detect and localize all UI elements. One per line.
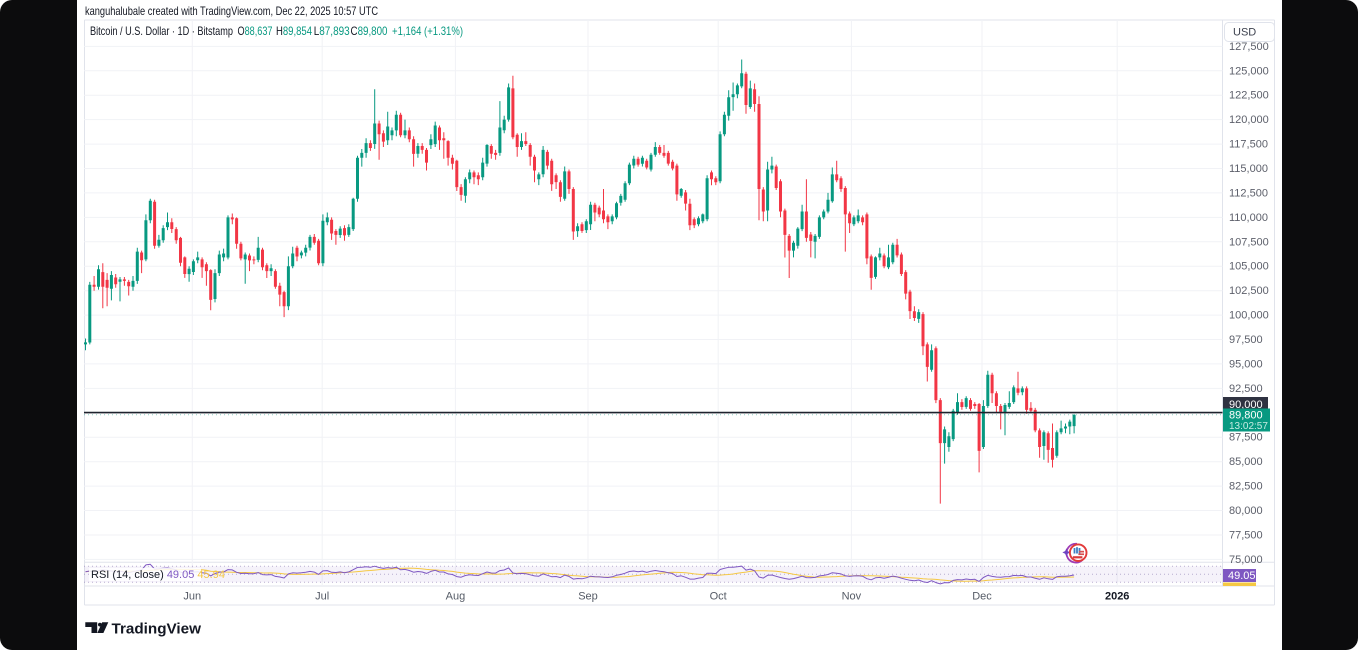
svg-text:49.05: 49.05 (1228, 570, 1256, 582)
svg-text:107,500: 107,500 (1229, 236, 1269, 248)
svg-text:95,000: 95,000 (1229, 358, 1263, 370)
svg-text:122,500: 122,500 (1229, 90, 1269, 102)
svg-text:+1,164 (+1.31%): +1,164 (+1.31%) (392, 24, 463, 38)
svg-text:100,000: 100,000 (1229, 310, 1269, 322)
svg-text:105,000: 105,000 (1229, 261, 1269, 273)
svg-text:Sep: Sep (578, 591, 598, 603)
svg-text:Dec: Dec (972, 591, 992, 603)
svg-text:89,800: 89,800 (1229, 410, 1263, 422)
svg-text:2026: 2026 (1105, 591, 1129, 603)
svg-text:87,500: 87,500 (1229, 432, 1263, 444)
svg-text:C89,800: C89,800 (351, 24, 388, 38)
svg-text:75,000: 75,000 (1229, 554, 1263, 566)
svg-text:L87,893: L87,893 (314, 24, 350, 38)
svg-text:O88,637: O88,637 (238, 24, 273, 38)
svg-text:90,000: 90,000 (1229, 399, 1263, 411)
svg-text:117,500: 117,500 (1229, 139, 1268, 151)
svg-text:125,000: 125,000 (1229, 65, 1269, 77)
svg-text:115,000: 115,000 (1229, 163, 1268, 175)
svg-text:80,000: 80,000 (1229, 505, 1263, 517)
svg-text:Bitcoin / U.S. Dollar · 1D · B: Bitcoin / U.S. Dollar · 1D · Bitstamp (90, 24, 233, 38)
svg-text:77,500: 77,500 (1229, 530, 1263, 542)
svg-text:USD: USD (1233, 27, 1256, 39)
svg-text:85,000: 85,000 (1229, 456, 1263, 468)
svg-text:120,000: 120,000 (1229, 114, 1269, 126)
svg-text:13:02:57: 13:02:57 (1229, 421, 1268, 432)
svg-text:112,500: 112,500 (1229, 187, 1268, 199)
svg-text:TradingView: TradingView (112, 621, 202, 638)
svg-text:102,500: 102,500 (1229, 285, 1269, 297)
svg-text:110,000: 110,000 (1229, 212, 1268, 224)
svg-text:97,500: 97,500 (1229, 334, 1263, 346)
svg-text:Jul: Jul (315, 591, 329, 603)
svg-text:92,500: 92,500 (1229, 383, 1263, 395)
svg-text:RSI (14, close) 49.05 45.94: RSI (14, close) 49.05 45.94 (91, 569, 225, 581)
svg-text:Oct: Oct (710, 591, 727, 603)
svg-text:H89,854: H89,854 (276, 24, 312, 38)
svg-text:kanguhalubale created with Tra: kanguhalubale created with TradingView.c… (85, 4, 378, 18)
svg-text:Nov: Nov (842, 591, 862, 603)
svg-text:82,500: 82,500 (1229, 481, 1263, 493)
svg-text:Aug: Aug (446, 591, 466, 603)
svg-text:Jun: Jun (183, 591, 201, 603)
svg-text:127,500: 127,500 (1229, 41, 1269, 53)
